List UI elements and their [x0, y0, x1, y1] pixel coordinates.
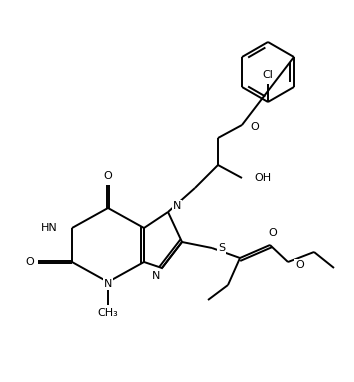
Text: O: O	[104, 171, 112, 181]
Text: HN: HN	[41, 223, 58, 233]
Text: Cl: Cl	[263, 70, 273, 80]
Text: CH₃: CH₃	[98, 308, 118, 318]
Text: O: O	[25, 257, 34, 267]
Text: S: S	[218, 243, 225, 253]
Text: N: N	[152, 271, 160, 281]
Text: N: N	[173, 201, 181, 211]
Text: N: N	[104, 279, 112, 289]
Text: OH: OH	[254, 173, 271, 183]
Text: O: O	[295, 260, 304, 270]
Text: O: O	[269, 228, 278, 238]
Text: CH₃: CH₃	[98, 310, 118, 320]
Text: O: O	[250, 122, 259, 132]
